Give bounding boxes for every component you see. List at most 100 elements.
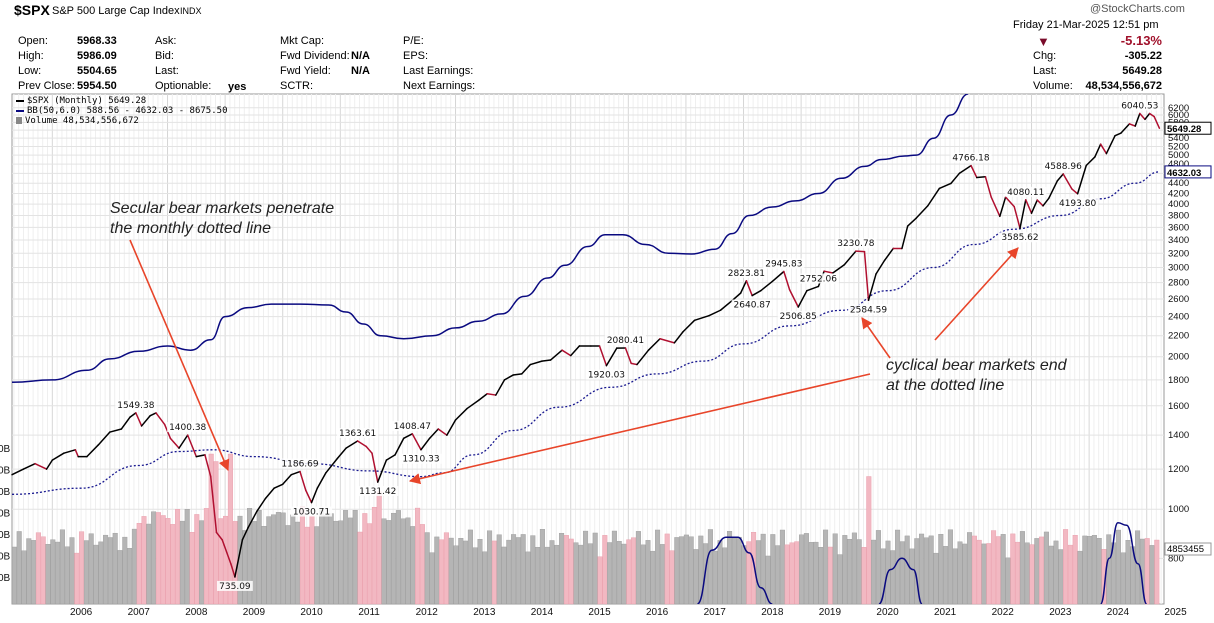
volume-bar [674,537,680,605]
price-label: 1131.42 [359,487,396,497]
volume-bar [731,538,737,605]
price-segment [45,459,54,470]
price-label: 1030.71 [293,508,330,518]
price-label: 3230.78 [837,239,874,249]
volume-bar [69,537,75,605]
volume-bar [309,516,315,605]
bb-lower-segment-2020 [878,557,923,604]
price-segment [875,259,886,275]
price-label-bg [777,310,819,321]
y-tick-label: 2000 [1168,352,1189,363]
volume-bar [141,516,147,605]
volume-bar [419,524,425,605]
volume-bar [823,529,829,605]
price-segment [1134,112,1141,127]
y-tick-label: 3200 [1168,248,1189,259]
price-segment [241,526,249,541]
volume-bar [88,533,94,605]
volume-axis-label: 0B [0,509,11,520]
x-tick-label: 2008 [185,607,208,618]
volume-bar [93,544,99,605]
volume-bar [127,548,133,605]
volume-bar [122,536,128,605]
price-label: 4588.96 [1045,162,1082,172]
price-segment [454,407,468,421]
price-segment [290,470,301,476]
volume-bar [347,517,353,605]
volume-bar [50,539,56,605]
price-segment [938,182,952,190]
volume-bar [707,529,713,605]
price-segment [149,412,157,417]
price-segment [970,164,978,179]
y-tick-label: 1000 [1168,504,1189,515]
volume-bar [664,533,670,605]
volume-bar [160,515,166,605]
price-segment [1120,123,1131,134]
price-segment [486,393,497,396]
price-label-bg [115,399,157,410]
volume-bar [491,540,497,605]
price-label: 1400.38 [169,423,206,433]
y-tick-label: 3600 [1168,222,1189,233]
volume-axis-label: 0B [0,487,11,498]
price-segment [843,250,857,266]
price-segment [1105,134,1116,155]
price-segment [719,299,733,312]
price-segment [446,419,457,436]
percent-change: -5.13% [1120,33,1162,48]
volume-bar [544,546,550,605]
price-segment [1076,164,1087,195]
volume-bar [813,541,819,605]
price-label: 2640.87 [734,301,771,311]
index-name: S&P 500 Large Cap Index [52,5,180,17]
volume-bar [957,541,963,605]
volume-bar [59,529,65,605]
price-label-bg [1057,197,1099,208]
volume-bar [650,550,656,605]
volume-bar [424,532,430,605]
x-tick-label: 2021 [934,607,957,618]
price-label: 1363.61 [339,429,376,439]
price-segment [760,280,774,292]
price-segment [1056,173,1064,182]
volume-bar [136,523,142,605]
x-tick-label: 2017 [704,607,727,618]
price-segment [135,412,143,427]
price-segment [230,563,236,578]
volume-bar [890,550,896,605]
volume-bar [995,536,1001,605]
open-value: 5968.33 [77,35,117,47]
date: Friday 21-Mar-2025 12:51 pm [1013,19,1159,31]
volume-bar [597,556,603,605]
price-segment [305,489,313,504]
volume-bar [803,533,809,605]
volume-bar [563,535,569,605]
price-segment [1148,112,1155,118]
volume-bar [386,520,392,605]
volume-bar [794,541,800,605]
x-tick-label: 2012 [416,607,439,618]
price-segment [234,539,244,578]
grid-lines [12,94,1164,604]
y-tick-label: 3000 [1168,262,1189,273]
volume-bar [645,540,651,605]
price-segment [299,470,307,492]
price-label-bg [279,458,321,469]
volume-bar [770,534,776,605]
price-segment [247,510,258,529]
price-segment [984,176,992,198]
volume-bar [415,507,421,605]
volume-bar [1082,535,1088,605]
volume-bar [395,510,401,605]
legend-price: $SPX (Monthly) 5649.28 [16,96,146,106]
pe-label: P/E: [403,35,424,47]
price-segment [495,379,506,396]
volume-bar [155,512,161,605]
volume-bar [621,543,627,605]
price-label: 3585.62 [1001,233,1038,243]
price-label: 1408.47 [394,422,431,432]
price-segment [428,428,439,440]
price-segment [51,452,65,461]
price-segment [950,172,961,185]
